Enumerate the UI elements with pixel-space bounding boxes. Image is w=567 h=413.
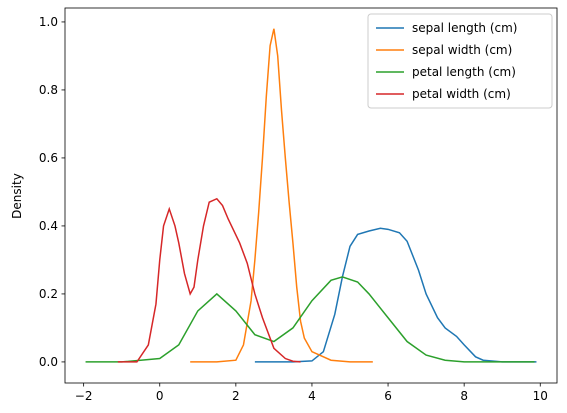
y-tick-label: 0.6 [39, 151, 58, 165]
y-axis-label: Density [10, 173, 24, 219]
x-tick-label: 10 [533, 389, 548, 403]
y-tick-label: 1.0 [39, 15, 58, 29]
legend-label: sepal length (cm) [412, 21, 517, 35]
x-tick-label: 2 [232, 389, 240, 403]
density-line [117, 197, 301, 363]
legend-box [367, 13, 553, 109]
x-tick-label: 0 [156, 389, 164, 403]
x-tick-label: 4 [308, 389, 316, 403]
axes-frame [64, 7, 558, 384]
x-tick-label: 6 [384, 389, 392, 403]
legend-label: petal width (cm) [412, 87, 511, 101]
x-tick-label: 8 [460, 389, 468, 403]
x-tick-label: −2 [75, 389, 93, 403]
density-line [190, 28, 373, 363]
y-tick-label: 0.2 [39, 287, 58, 301]
y-tick-label: 0.0 [39, 355, 58, 369]
y-tick-label: 0.8 [39, 83, 58, 97]
density-line [85, 276, 535, 363]
legend-label: petal length (cm) [412, 65, 516, 79]
y-tick-label: 0.4 [39, 219, 58, 233]
legend-label: sepal width (cm) [412, 43, 512, 57]
density-line [254, 227, 537, 363]
